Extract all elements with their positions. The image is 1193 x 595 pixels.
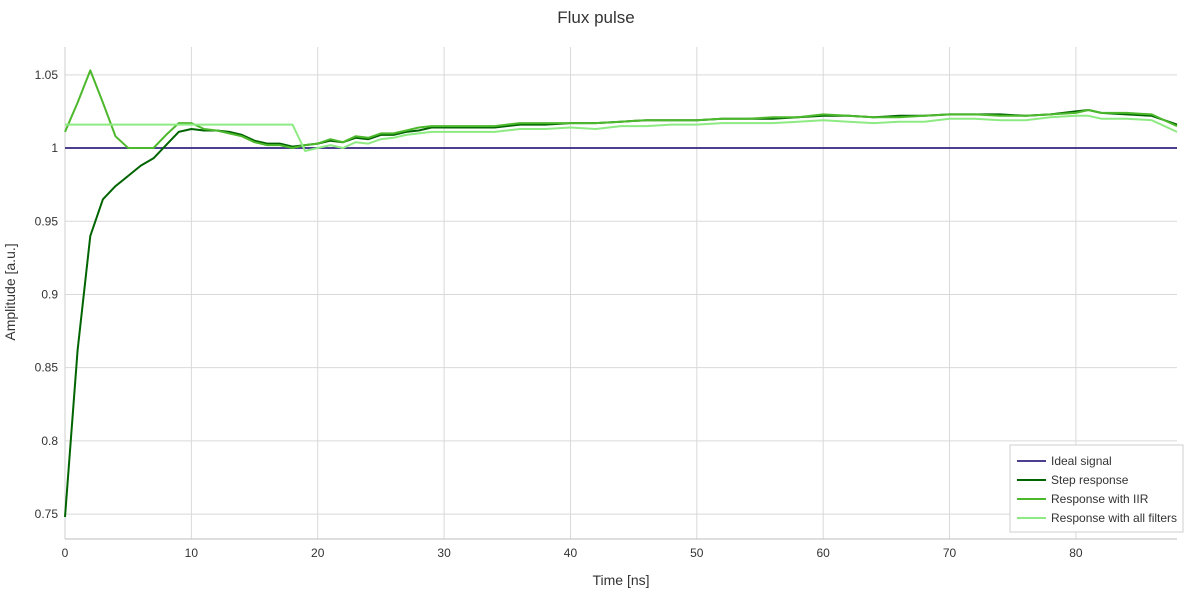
x-tick-label: 0 [62, 546, 69, 560]
legend-label: Step response [1051, 473, 1129, 487]
legend-item-response-with-all-filters[interactable]: Response with all filters [1017, 511, 1177, 525]
y-tick-label: 0.95 [35, 214, 59, 228]
y-axis-title: Amplitude [a.u.] [2, 243, 18, 340]
legend-label: Ideal signal [1051, 454, 1112, 468]
axes [64, 47, 1177, 540]
y-tick-label: 0.85 [35, 361, 59, 375]
series-line-response-with-iir [64, 69, 1178, 149]
legend[interactable]: Ideal signal Step response Response with I… [1009, 444, 1184, 533]
x-tick-label: 20 [311, 546, 325, 560]
y-tick-label: 0.9 [41, 287, 58, 301]
chart-title: Flux pulse [557, 8, 634, 27]
y-tick-label: 0.8 [41, 434, 58, 448]
x-tick-label: 50 [690, 546, 704, 560]
x-tick-label: 40 [564, 546, 578, 560]
y-tick-label: 1.05 [35, 68, 59, 82]
x-tick-label: 60 [817, 546, 831, 560]
y-tick-label: 0.75 [35, 507, 59, 521]
x-tick-label: 80 [1069, 546, 1083, 560]
legend-label: Response with IIR [1051, 492, 1149, 506]
x-tick-label: 30 [437, 546, 451, 560]
x-tick-label: 10 [185, 546, 199, 560]
series-lines [64, 69, 1178, 518]
legend-item-response-with-iir[interactable]: Response with IIR [1017, 492, 1149, 506]
legend-label: Response with all filters [1051, 511, 1177, 525]
tick-labels: 0 10 20 30 40 50 60 70 80 0.75 0.8 0.85 0.9 0.95 1 1.05 [35, 68, 1083, 560]
y-tick-label: 1 [51, 141, 58, 155]
legend-item-ideal-signal[interactable]: Ideal signal [1017, 454, 1112, 468]
x-axis-title: Time [ns] [592, 572, 649, 588]
x-tick-label: 70 [943, 546, 957, 560]
series-line-response-with-all-filters [65, 114, 1178, 152]
legend-item-step-response[interactable]: Step response [1017, 473, 1129, 487]
